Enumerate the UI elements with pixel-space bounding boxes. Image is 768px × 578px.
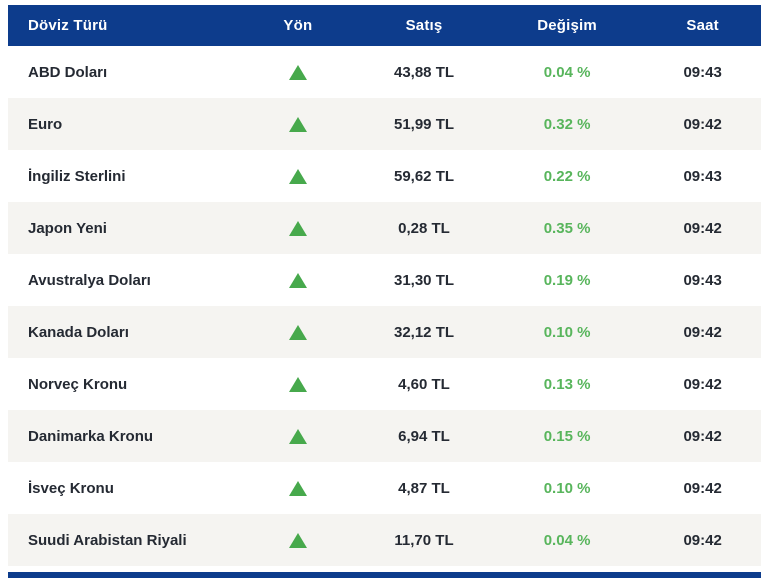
time-value: 09:42: [683, 375, 722, 393]
change-value: 0.10 %: [543, 323, 591, 341]
up-arrow-icon: [288, 117, 307, 133]
table-row[interactable]: Euro 51,99 TL 0.32 % 09:42: [8, 98, 761, 150]
direction-cell: [238, 150, 358, 202]
price-value: 32,12 TL: [393, 323, 455, 341]
time-value: 09:43: [683, 63, 722, 81]
next-table-header-edge: [8, 572, 761, 578]
currency-name: Suudi Arabistan Riyali: [28, 531, 187, 549]
direction-cell: [238, 254, 358, 306]
up-arrow-icon: [288, 221, 307, 237]
time-value: 09:43: [683, 271, 722, 289]
table-row[interactable]: İsveç Kronu 4,87 TL 0.10 % 09:42: [8, 462, 761, 514]
column-header-time: Saat: [644, 5, 761, 46]
direction-cell: [238, 514, 358, 566]
currency-rates-table-container: Döviz Türü Yön Satış Değişim Saat ABD Do…: [8, 5, 761, 566]
price-value: 43,88 TL: [393, 63, 455, 81]
currency-name: Kanada Doları: [28, 323, 129, 341]
change-value: 0.04 %: [543, 63, 591, 81]
currency-name: ABD Doları: [28, 63, 108, 81]
price-value: 6,94 TL: [398, 427, 450, 445]
currency-name: Avustralya Doları: [28, 271, 151, 289]
price-value: 31,30 TL: [393, 271, 455, 289]
up-arrow-icon: [288, 481, 307, 497]
time-value: 09:42: [683, 219, 722, 237]
table-row[interactable]: Suudi Arabistan Riyali 11,70 TL 0.04 % 0…: [8, 514, 761, 566]
currency-name: İngiliz Sterlini: [28, 167, 126, 185]
direction-cell: [238, 410, 358, 462]
change-value: 0.13 %: [543, 375, 591, 393]
time-value: 09:42: [683, 115, 722, 133]
column-header-price: Satış: [358, 5, 490, 46]
currency-name: İsveç Kronu: [28, 479, 114, 497]
time-value: 09:42: [683, 427, 722, 445]
change-value: 0.15 %: [543, 427, 591, 445]
up-arrow-icon: [288, 65, 307, 81]
price-value: 59,62 TL: [393, 167, 455, 185]
change-value: 0.04 %: [543, 531, 591, 549]
direction-cell: [238, 462, 358, 514]
time-value: 09:42: [683, 479, 722, 497]
price-value: 0,28 TL: [398, 219, 450, 237]
change-value: 0.19 %: [543, 271, 591, 289]
direction-cell: [238, 202, 358, 254]
price-value: 4,87 TL: [398, 479, 450, 497]
change-value: 0.22 %: [543, 167, 591, 185]
currency-rates-table: Döviz Türü Yön Satış Değişim Saat ABD Do…: [8, 5, 761, 566]
up-arrow-icon: [288, 533, 307, 549]
table-body: ABD Doları 43,88 TL 0.04 % 09:43 Euro 51…: [8, 46, 761, 566]
direction-cell: [238, 98, 358, 150]
currency-name: Danimarka Kronu: [28, 427, 154, 445]
column-header-direction: Yön: [237, 5, 359, 46]
time-value: 09:42: [683, 323, 722, 341]
column-header-change: Değişim: [489, 5, 645, 46]
table-header: Döviz Türü Yön Satış Değişim Saat: [8, 5, 761, 46]
price-value: 11,70 TL: [394, 531, 454, 549]
time-value: 09:42: [683, 531, 722, 549]
table-row[interactable]: Japon Yeni 0,28 TL 0.35 % 09:42: [8, 202, 761, 254]
table-row[interactable]: Danimarka Kronu 6,94 TL 0.15 % 09:42: [8, 410, 761, 462]
column-header-currency: Döviz Türü: [8, 5, 238, 46]
currency-name: Norveç Kronu: [28, 375, 128, 393]
price-value: 51,99 TL: [393, 115, 455, 133]
up-arrow-icon: [288, 325, 307, 341]
direction-cell: [238, 358, 358, 410]
direction-cell: [238, 46, 358, 98]
up-arrow-icon: [288, 273, 307, 289]
change-value: 0.35 %: [543, 219, 591, 237]
up-arrow-icon: [288, 429, 307, 445]
currency-name: Japon Yeni: [28, 219, 107, 237]
table-row[interactable]: Kanada Doları 32,12 TL 0.10 % 09:42: [8, 306, 761, 358]
up-arrow-icon: [288, 377, 307, 393]
change-value: 0.32 %: [543, 115, 591, 133]
table-row[interactable]: Norveç Kronu 4,60 TL 0.13 % 09:42: [8, 358, 761, 410]
table-row[interactable]: ABD Doları 43,88 TL 0.04 % 09:43: [8, 46, 761, 98]
time-value: 09:43: [683, 167, 722, 185]
up-arrow-icon: [288, 169, 307, 185]
table-row[interactable]: İngiliz Sterlini 59,62 TL 0.22 % 09:43: [8, 150, 761, 202]
change-value: 0.10 %: [543, 479, 591, 497]
direction-cell: [238, 306, 358, 358]
price-value: 4,60 TL: [398, 375, 450, 393]
currency-name: Euro: [28, 115, 63, 133]
table-row[interactable]: Avustralya Doları 31,30 TL 0.19 % 09:43: [8, 254, 761, 306]
